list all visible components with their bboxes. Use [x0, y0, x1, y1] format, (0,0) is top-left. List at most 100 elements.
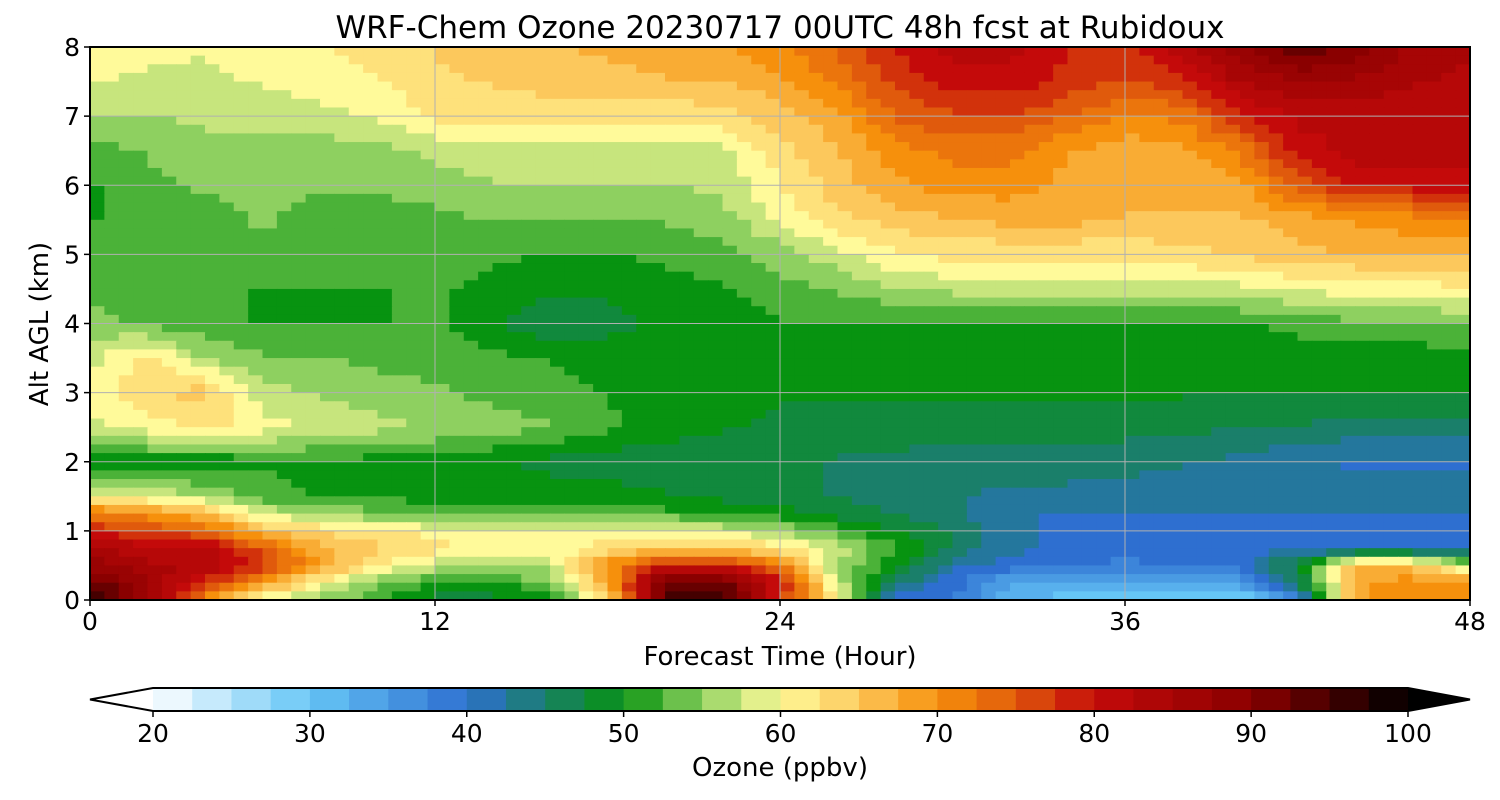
contour-cell [808, 219, 824, 230]
contour-cell [1340, 297, 1356, 307]
contour-cell [593, 193, 609, 204]
contour-cell [909, 470, 925, 480]
contour-cell [1196, 237, 1212, 247]
contour-cell [1441, 72, 1457, 83]
contour-cell [765, 358, 781, 368]
contour-cell [406, 237, 422, 247]
contour-cell [320, 427, 335, 437]
contour-cell [938, 314, 954, 325]
contour-cell [190, 98, 206, 109]
contour-cell [104, 297, 120, 307]
contour-cell [693, 81, 709, 91]
contour-cell [693, 263, 709, 273]
contour-cell [276, 263, 292, 273]
contour-cell [866, 487, 882, 497]
contour-cell [636, 297, 652, 307]
contour-cell [118, 487, 134, 497]
contour-cell [621, 479, 637, 489]
contour-cell [722, 375, 738, 385]
contour-cell [118, 479, 134, 489]
contour-cell [147, 358, 163, 368]
contour-cell [1038, 193, 1054, 204]
contour-cell [693, 176, 709, 186]
contour-cell [693, 470, 709, 480]
contour-cell [1010, 90, 1025, 100]
contour-cell [1326, 392, 1342, 402]
contour-cell [794, 211, 810, 221]
contour-cell [190, 55, 206, 65]
contour-cell [880, 193, 896, 204]
contour-cell [391, 332, 407, 342]
contour-cell [938, 375, 954, 385]
contour-cell [1455, 366, 1471, 376]
contour-cell [205, 470, 220, 480]
contour-cell [118, 297, 134, 307]
contour-cell [679, 461, 695, 471]
contour-cell [1125, 245, 1140, 255]
contour-cell [1412, 64, 1428, 74]
contour-cell [1268, 392, 1284, 402]
contour-cell [291, 435, 307, 446]
contour-cell [435, 159, 450, 169]
contour-cell [679, 487, 695, 497]
contour-cell [276, 340, 292, 351]
contour-cell [104, 418, 120, 428]
contour-cell [722, 401, 738, 411]
contour-cell [1340, 349, 1356, 359]
contour-cell [823, 409, 839, 420]
contour-cell [665, 332, 680, 342]
contour-cell [1441, 211, 1457, 221]
contour-cell [406, 392, 422, 402]
contour-cell [492, 479, 508, 489]
contour-cell [492, 219, 508, 230]
contour-cell [1211, 159, 1227, 169]
contour-cell [1225, 142, 1241, 152]
contour-cell [1139, 427, 1155, 437]
contour-cell [1355, 245, 1370, 255]
contour-cell [550, 461, 565, 471]
contour-cell [1311, 176, 1327, 186]
contour-cell [1311, 167, 1327, 178]
contour-cell [1110, 219, 1126, 230]
contour-cell [1081, 90, 1097, 100]
contour-cell [1297, 418, 1313, 428]
contour-cell [693, 98, 709, 109]
contour-cell [1254, 470, 1270, 480]
contour-cell [1412, 392, 1428, 402]
contour-cell [1182, 64, 1198, 74]
contour-cell [233, 64, 249, 74]
contour-cell [506, 55, 522, 65]
contour-cell [161, 401, 177, 411]
contour-cell [176, 81, 192, 91]
contour-cell [305, 288, 321, 299]
contour-cell [1125, 418, 1140, 428]
contour-cell [291, 90, 307, 100]
contour-cell [1311, 461, 1327, 471]
contour-cell [909, 271, 925, 281]
contour-cell [147, 124, 163, 135]
contour-cell [205, 358, 220, 368]
contour-cell [492, 288, 508, 299]
contour-cell [636, 288, 652, 299]
contour-cell [1340, 340, 1356, 351]
contour-cell [895, 185, 910, 195]
contour-cell [808, 185, 824, 195]
contour-cell [650, 167, 666, 178]
contour-cell [1268, 116, 1284, 126]
contour-cell [808, 55, 824, 65]
contour-cell [348, 418, 364, 428]
contour-cell [1168, 133, 1184, 143]
contour-cell [1081, 453, 1097, 463]
contour-cell [593, 375, 609, 385]
contour-cell [435, 366, 450, 376]
contour-cell [765, 64, 781, 74]
contour-cell [1297, 453, 1313, 463]
contour-cell [794, 444, 810, 454]
contour-cell [1383, 418, 1399, 428]
contour-cell [133, 254, 149, 264]
contour-cell [305, 228, 321, 238]
contour-cell [334, 159, 350, 169]
contour-cell [1326, 383, 1342, 394]
contour-cell [1153, 271, 1169, 281]
contour-cell [463, 392, 479, 402]
